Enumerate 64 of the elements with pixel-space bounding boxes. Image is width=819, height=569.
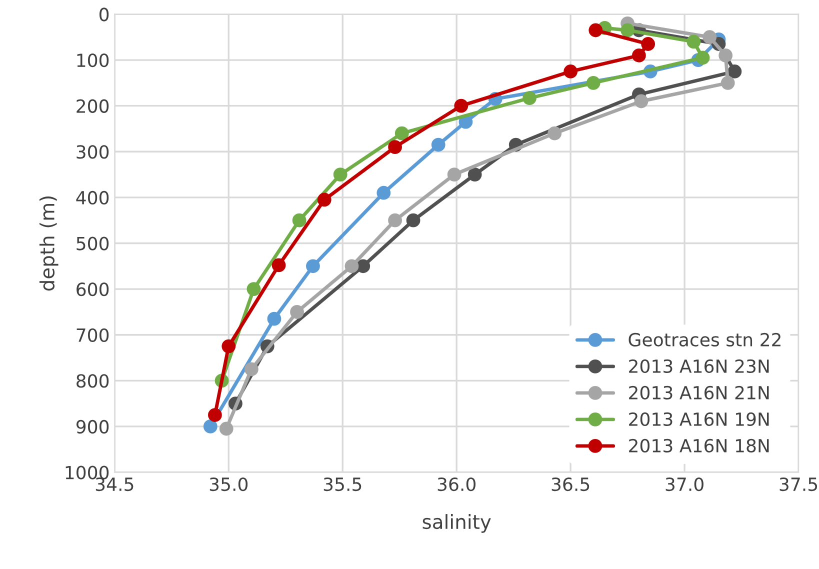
point [333, 168, 348, 182]
point [292, 213, 306, 228]
point [632, 48, 646, 62]
x-tick-label: 35.5 [324, 477, 362, 492]
point [702, 30, 717, 44]
point [620, 23, 635, 38]
y-axis-title: depth (m) [39, 196, 58, 291]
y-tick-label: 700 [76, 328, 109, 342]
point [267, 312, 282, 326]
point [356, 259, 370, 274]
point [564, 64, 578, 78]
y-tick-label: 900 [76, 420, 109, 434]
point [431, 138, 446, 152]
point [586, 76, 600, 90]
x-tick-label: 35.0 [210, 477, 248, 492]
point [394, 126, 409, 140]
point [246, 282, 261, 296]
point [222, 339, 236, 354]
y-tick-label: 600 [76, 282, 109, 296]
y-tick-label: 500 [76, 236, 109, 250]
point [388, 213, 402, 228]
point [588, 23, 603, 38]
point [290, 305, 304, 319]
y-tick-label: 800 [76, 374, 109, 388]
point [317, 192, 332, 207]
point [203, 420, 218, 434]
point [696, 50, 710, 65]
point [522, 91, 536, 105]
point [718, 48, 733, 62]
point [244, 362, 258, 376]
point [720, 76, 735, 90]
point [686, 34, 701, 49]
point [406, 213, 420, 228]
legend-label: 2013 A16N 23N [629, 359, 769, 374]
legend-label: 2013 A16N 19N [629, 412, 769, 426]
point [272, 258, 286, 272]
point [454, 98, 468, 113]
legend-label: 2013 A16N 21N [629, 386, 769, 400]
y-tick-label: 100 [77, 53, 109, 68]
legend-label: 2013 A16N 18N [629, 438, 769, 453]
point [376, 186, 391, 200]
point [344, 259, 359, 274]
x-tick-label: 37.5 [780, 477, 818, 492]
x-tick-label: 36.5 [552, 477, 590, 492]
x-axis-title: salinity [422, 514, 491, 533]
legend-label: Geotraces stn 22 [628, 332, 780, 347]
point [468, 168, 482, 182]
x-tick-label: 37.0 [666, 477, 704, 492]
y-tick-label: 0 [100, 8, 109, 22]
y-tick-label: 400 [76, 190, 109, 205]
point [548, 126, 562, 140]
x-tick-label: 34.5 [96, 477, 134, 492]
y-tick-label: 300 [76, 145, 109, 159]
y-tick-label: 1000 [66, 466, 109, 480]
point [219, 422, 234, 436]
point [388, 140, 402, 154]
point [306, 259, 320, 274]
y-tick-label: 200 [76, 99, 109, 113]
point [447, 168, 462, 182]
point [728, 64, 742, 78]
point [208, 408, 222, 422]
x-tick-label: 36.0 [438, 477, 476, 492]
point [634, 94, 648, 108]
point [641, 37, 656, 51]
